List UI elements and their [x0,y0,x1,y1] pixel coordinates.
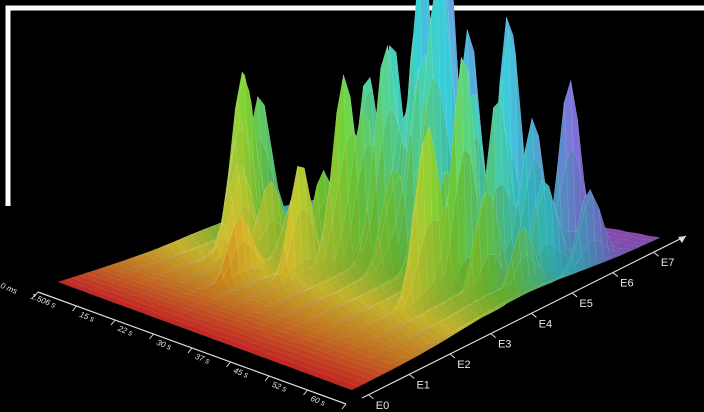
surface-facet [576,266,587,272]
surface-facet [596,257,607,264]
frame-border [5,5,704,206]
surface-facet [643,239,654,245]
surface-facet [636,243,648,248]
surface-facet [630,246,641,251]
surface-facet [590,259,601,267]
surface-facet [603,256,614,262]
surface-facet [650,236,661,241]
surface-layer [57,0,661,391]
surface-facet [610,254,621,259]
